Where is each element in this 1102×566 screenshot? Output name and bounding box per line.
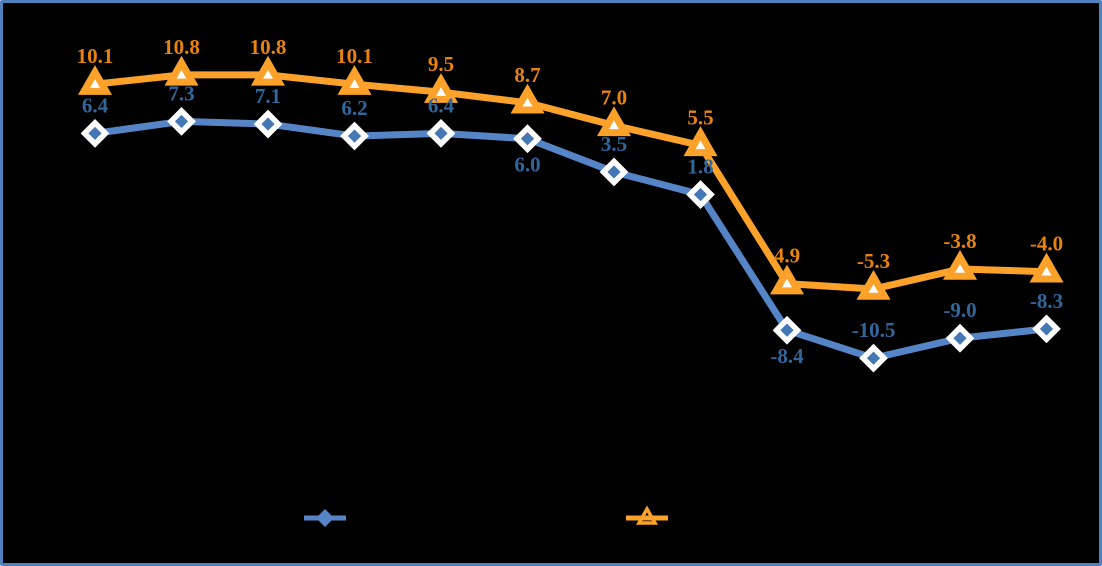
data-label: 6.4 bbox=[82, 93, 109, 117]
data-label: 6.0 bbox=[514, 153, 540, 177]
data-label: 4.9 bbox=[774, 244, 800, 268]
data-point-marker-triangle bbox=[250, 55, 286, 86]
data-label: 7.0 bbox=[601, 85, 627, 109]
data-label: 10.8 bbox=[163, 35, 200, 59]
data-label: -3.8 bbox=[943, 229, 976, 253]
data-label: -8.3 bbox=[1030, 289, 1063, 313]
data-label: 10.8 bbox=[250, 35, 287, 59]
data-point-marker-diamond bbox=[513, 124, 542, 154]
data-point-marker-triangle bbox=[856, 269, 891, 300]
data-label: 5.5 bbox=[687, 105, 713, 129]
data-label: 7.3 bbox=[168, 81, 194, 105]
data-label: 10.1 bbox=[336, 44, 373, 68]
blue-diamond-series-line bbox=[91, 117, 1050, 362]
data-label: -9.0 bbox=[943, 298, 976, 322]
data-label: 6.4 bbox=[428, 93, 455, 117]
data-point-marker-triangle bbox=[423, 73, 459, 103]
data-point-marker-diamond bbox=[167, 107, 196, 136]
data-point-marker-triangle bbox=[1029, 252, 1064, 283]
data-point-marker-triangle bbox=[510, 83, 545, 114]
data-label: 8.7 bbox=[514, 63, 540, 87]
data-label: 6.2 bbox=[341, 96, 367, 120]
data-label: 3.5 bbox=[601, 132, 627, 156]
data-point-marker-triangle bbox=[769, 264, 805, 295]
data-point-marker-diamond bbox=[80, 118, 110, 148]
legend-marker-triangle bbox=[635, 505, 659, 525]
data-label: -10.5 bbox=[852, 318, 896, 342]
data-point-marker-triangle bbox=[683, 126, 718, 157]
data-point-marker-diamond bbox=[253, 109, 283, 139]
orange-triangle-series-line bbox=[91, 71, 1050, 293]
data-point-marker-triangle bbox=[596, 106, 632, 137]
data-point-marker-triangle bbox=[164, 55, 199, 86]
data-point-marker-diamond bbox=[686, 180, 715, 209]
data-label: 7.1 bbox=[255, 84, 281, 108]
data-label: -8.4 bbox=[770, 344, 804, 368]
data-point-marker-triangle bbox=[942, 249, 978, 280]
data-point-marker-diamond bbox=[426, 118, 456, 148]
data-point-marker-diamond bbox=[859, 343, 888, 373]
data-point-marker-diamond bbox=[599, 157, 629, 187]
data-label: 9.5 bbox=[428, 52, 454, 76]
legend-marker-diamond bbox=[316, 509, 334, 527]
data-point-marker-triangle bbox=[337, 65, 372, 95]
data-label: 10.1 bbox=[77, 44, 114, 68]
data-point-marker-triangle bbox=[77, 65, 113, 95]
data-label: -5.3 bbox=[857, 249, 890, 273]
data-point-marker-diamond bbox=[945, 323, 975, 353]
data-point-marker-diamond bbox=[772, 315, 802, 345]
data-label: 1.8 bbox=[687, 155, 713, 179]
data-label: -4.0 bbox=[1030, 232, 1063, 256]
data-point-marker-diamond bbox=[340, 121, 369, 151]
data-point-marker-diamond bbox=[1032, 314, 1061, 344]
